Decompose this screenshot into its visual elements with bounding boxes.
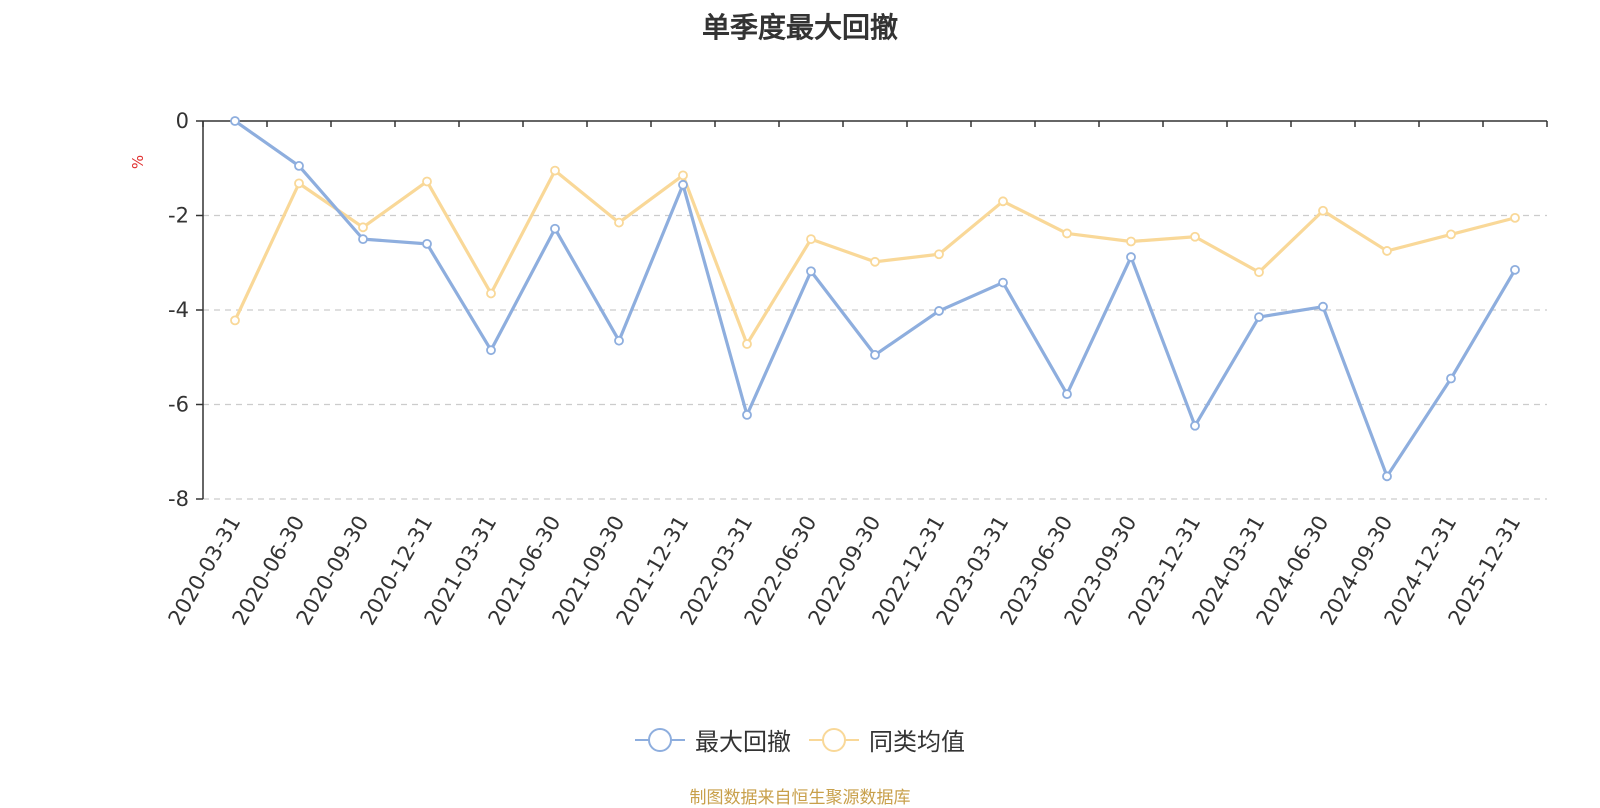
legend-label-series-1: 同类均值: [869, 728, 965, 756]
data-point-series-1: [294, 178, 304, 189]
data-point-series-0: [230, 116, 240, 126]
data-point-series-1: [1382, 246, 1392, 256]
y-tick-label: -8: [168, 487, 189, 511]
data-point-series-0: [678, 179, 688, 190]
data-point-series-1: [1446, 229, 1456, 240]
data-point-series-1: [358, 222, 368, 233]
data-point-series-1: [1318, 205, 1328, 216]
data-point-series-1: [806, 234, 816, 245]
data-point-series-0: [294, 160, 304, 171]
data-point-series-1: [614, 217, 624, 228]
legend-label-series-0: 最大回撤: [695, 728, 791, 756]
data-point-series-1: [1126, 236, 1136, 247]
y-axis-unit-label: %: [129, 155, 147, 169]
data-point-series-0: [1446, 373, 1456, 384]
data-point-series-1: [1062, 228, 1072, 239]
legend-item-series-1[interactable]: 同类均值: [809, 722, 965, 757]
chart-title: 单季度最大回撤: [701, 11, 898, 44]
data-point-series-1: [486, 288, 496, 299]
data-point-series-0: [358, 234, 368, 245]
y-tick-label: -2: [168, 204, 189, 228]
data-point-series-0: [742, 409, 752, 420]
data-point-series-1: [870, 256, 880, 267]
chart-legend: 最大回撤 同类均值: [0, 722, 1600, 757]
series-line-0: [234, 119, 1517, 478]
data-point-series-1: [742, 339, 752, 349]
data-point-series-0: [934, 306, 944, 316]
data-point-series-0: [486, 345, 496, 356]
data-point-series-1: [1190, 231, 1200, 242]
data-point-series-0: [1254, 312, 1264, 322]
legend-swatch-series-1: [809, 727, 859, 752]
data-point-series-1: [998, 196, 1008, 207]
data-point-series-0: [1382, 471, 1392, 482]
data-point-series-0: [1126, 252, 1136, 262]
y-tick-label: -4: [168, 298, 189, 322]
y-tick-label: 0: [176, 109, 189, 133]
data-point-series-1: [678, 170, 688, 181]
data-point-series-0: [1318, 301, 1328, 312]
data-point-series-0: [614, 335, 624, 346]
data-point-series-1: [550, 165, 560, 176]
data-point-series-0: [806, 266, 816, 277]
data-point-series-0: [870, 349, 880, 360]
data-point-series-0: [550, 223, 560, 234]
legend-swatch-series-0: [635, 727, 685, 752]
data-point-series-1: [1510, 212, 1520, 223]
data-point-series-1: [934, 249, 944, 260]
data-point-series-1: [422, 176, 432, 187]
legend-dot-series-0: [648, 727, 672, 752]
y-tick-label: -6: [168, 393, 189, 417]
data-point-series-1: [1254, 267, 1264, 278]
data-point-series-0: [1062, 389, 1072, 400]
legend-dot-series-1: [822, 727, 846, 752]
source-note: 制图数据来自恒生聚源数据库: [689, 788, 911, 808]
data-point-series-0: [1190, 420, 1200, 431]
data-point-series-0: [422, 238, 432, 249]
legend-item-series-0[interactable]: 最大回撤: [635, 722, 791, 757]
data-point-series-0: [998, 277, 1008, 288]
data-point-series-0: [1510, 264, 1520, 275]
data-point-series-1: [230, 315, 240, 326]
